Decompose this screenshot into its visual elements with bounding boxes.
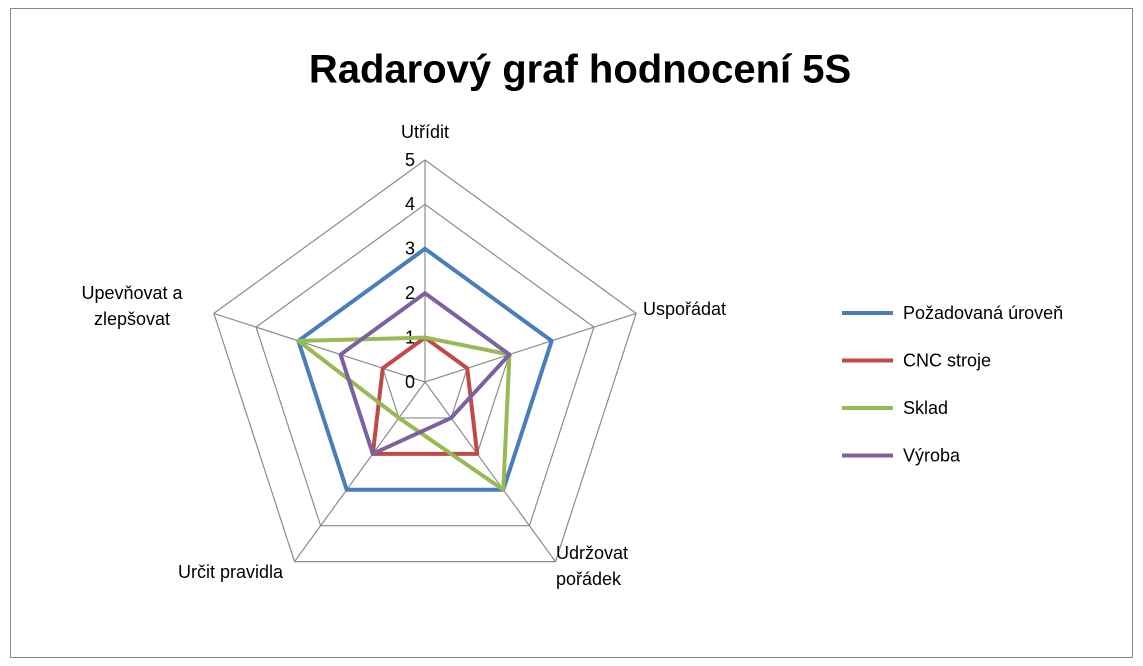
r-tick-label: 4 [405, 194, 415, 214]
category-label: Upevňovat a zlepšovat [81, 283, 183, 329]
spoke [424, 312, 637, 383]
chart-title: Radarový graf hodnocení 5S [309, 48, 851, 92]
series-line [370, 335, 480, 456]
category-label: Určit pravidla [177, 562, 283, 582]
grid-ring [255, 203, 595, 527]
series-line [296, 246, 554, 492]
spoke [213, 312, 426, 383]
legend-label: Sklad [903, 398, 948, 418]
series-line [296, 335, 512, 492]
r-tick-label: 2 [405, 283, 415, 303]
grid-ring [213, 159, 637, 563]
r-tick-label: 3 [405, 239, 415, 259]
spoke [294, 381, 426, 562]
chart-border [10, 8, 1133, 658]
legend-label: Požadovaná úroveň [903, 303, 1063, 323]
category-label: Uspořádat [643, 299, 727, 319]
legend-label: CNC stroje [903, 350, 991, 370]
series-line [338, 291, 512, 456]
r-tick-label: 5 [405, 150, 415, 170]
legend-label: Výroba [903, 445, 961, 465]
category-label: Utřídit [400, 122, 449, 142]
spoke [424, 381, 556, 562]
category-label: Udržovat pořádek [556, 543, 629, 589]
r-tick-label: 0 [405, 372, 415, 392]
